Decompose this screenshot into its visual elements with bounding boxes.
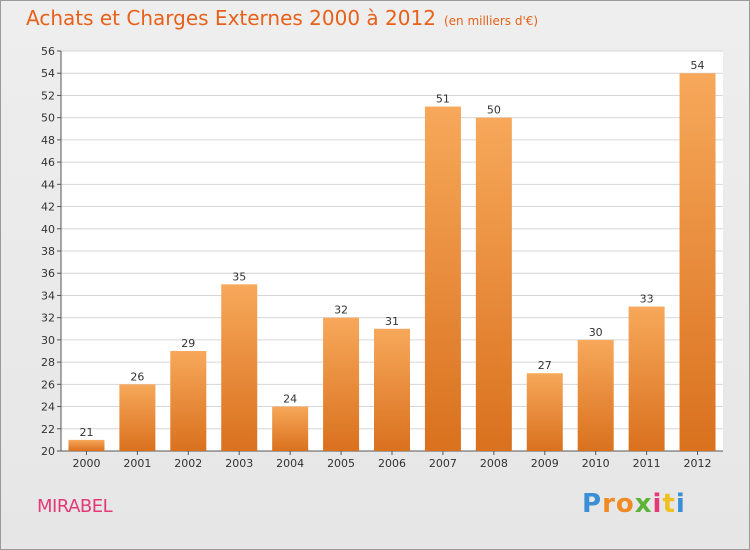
bar-value-label: 32 [334, 304, 348, 317]
logo-letter: r [602, 489, 616, 519]
y-tick-label: 48 [41, 134, 55, 147]
bar-value-label: 31 [385, 315, 399, 328]
y-tick-label: 44 [41, 178, 55, 191]
bar-2005 [323, 317, 360, 451]
bar-2006 [374, 328, 410, 451]
chart-subtitle: (en milliers d'€) [443, 14, 539, 28]
logo-letter: P [582, 489, 603, 519]
title-text: Achats et Charges Externes 2000 à 2012 [26, 6, 436, 30]
y-tick-label: 42 [41, 201, 55, 214]
x-tick-label: 2011 [633, 457, 661, 470]
bar-value-label: 30 [589, 326, 603, 339]
bar-2004 [272, 406, 309, 451]
bar-2002 [170, 351, 207, 451]
y-tick-label: 46 [41, 156, 55, 169]
x-tick-label: 2008 [480, 457, 508, 470]
bar-2010 [577, 339, 614, 451]
bar-2000 [68, 439, 105, 451]
x-tick-label: 2006 [378, 457, 406, 470]
y-tick-label: 54 [41, 67, 55, 80]
bar-value-label: 24 [283, 393, 297, 406]
x-tick-label: 2012 [684, 457, 712, 470]
bar-value-label: 51 [436, 93, 450, 106]
x-tick-label: 2000 [72, 457, 100, 470]
y-tick-label: 56 [41, 45, 55, 58]
y-tick-label: 28 [41, 356, 55, 369]
bar-2003 [221, 284, 258, 451]
chart-title: Achats et Charges Externes 2000 à 2012 (e… [26, 6, 538, 30]
x-tick-label: 2004 [276, 457, 304, 470]
data-labels: 21 26 29 35 24 32 31 51 50 27 30 33 54 [79, 59, 704, 439]
bar-value-label: 35 [232, 270, 246, 283]
logo-letter: i [652, 489, 663, 519]
x-tick-label: 2009 [531, 457, 559, 470]
y-tick-label: 36 [41, 267, 55, 280]
bar-2011 [628, 306, 665, 451]
y-tick-label: 26 [41, 378, 55, 391]
x-tick-label: 2003 [225, 457, 253, 470]
y-tick-label: 24 [41, 401, 55, 414]
logo-letter: t [662, 489, 676, 519]
y-tick-label: 52 [41, 89, 55, 102]
y-tick-label: 50 [41, 112, 55, 125]
logo-letter: x [634, 489, 653, 519]
bar-value-label: 54 [691, 59, 705, 72]
x-tick-label: 2002 [174, 457, 202, 470]
bar-value-label: 33 [640, 293, 654, 306]
commune-name: MIRABEL [37, 496, 113, 517]
bar-value-label: 27 [538, 359, 552, 372]
y-tick-label: 22 [41, 423, 55, 436]
bar-2001 [119, 384, 156, 451]
bar-2008 [475, 117, 512, 452]
y-tick-label: 20 [41, 445, 55, 458]
proxiti-logo: Proxiti [582, 489, 686, 519]
y-tick-label: 30 [41, 334, 55, 347]
bar-2007 [424, 106, 461, 452]
y-tick-label: 34 [41, 289, 55, 302]
y-tick-label: 32 [41, 312, 55, 325]
bars [68, 73, 716, 452]
bar-2009 [526, 373, 563, 451]
x-tick-label: 2010 [582, 457, 610, 470]
x-tick-label: 2007 [429, 457, 457, 470]
y-tick-label: 40 [41, 223, 55, 236]
x-tick-label: 2005 [327, 457, 355, 470]
logo-letter: o [615, 489, 635, 519]
y-tick-label: 38 [41, 245, 55, 258]
x-tick-label: 2001 [123, 457, 151, 470]
bar-value-label: 29 [181, 337, 195, 350]
bar-value-label: 50 [487, 104, 501, 117]
bar-value-label: 21 [79, 426, 93, 439]
logo-letter: i [675, 489, 686, 519]
bar-value-label: 26 [130, 370, 144, 383]
bar-2012 [679, 73, 716, 451]
